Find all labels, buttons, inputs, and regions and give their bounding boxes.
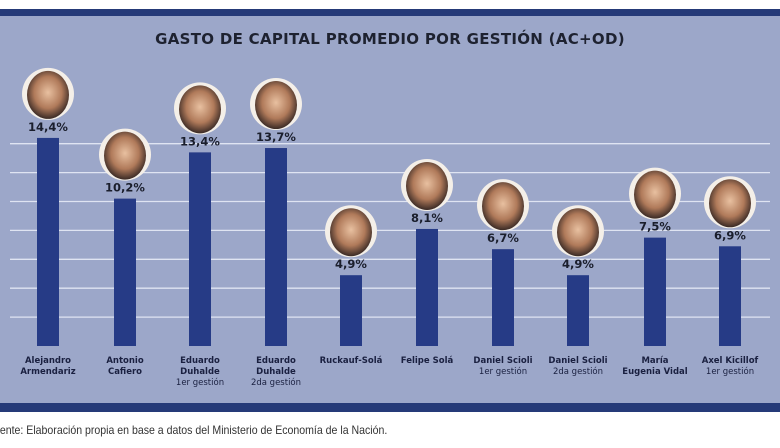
portrait-photo <box>104 131 146 180</box>
portrait-photo <box>406 161 448 210</box>
category-sublabel: 2da gestión <box>553 366 603 377</box>
bar <box>37 137 59 346</box>
category-label: María <box>641 356 668 366</box>
category-label: Duhalde <box>180 367 220 377</box>
value-label: 10,2% <box>105 181 145 195</box>
portrait-photo <box>557 208 599 257</box>
category-sublabel: 1er gestión <box>479 366 527 377</box>
category-label: Eugenia Vidal <box>622 367 688 377</box>
bar <box>567 275 589 346</box>
top-band <box>0 9 780 16</box>
category-label: Daniel Scioli <box>548 356 607 366</box>
portrait-photo <box>634 170 676 219</box>
portrait-photo <box>179 85 221 134</box>
value-label: 6,7% <box>487 231 519 245</box>
category-label: Eduardo <box>256 356 296 366</box>
category-sublabel: 2da gestión <box>251 377 301 388</box>
category-label: Daniel Scioli <box>473 356 532 366</box>
value-label: 4,9% <box>335 257 367 271</box>
portrait-photo <box>27 70 69 119</box>
bar <box>265 148 287 346</box>
bar <box>114 198 136 346</box>
chart-title: GASTO DE CAPITAL PROMEDIO POR GESTIÓN (A… <box>155 30 625 48</box>
category-label: Axel Kicillof <box>702 356 759 366</box>
bar <box>189 152 211 346</box>
value-label: 4,9% <box>562 257 594 271</box>
category-sublabel: 1er gestión <box>176 377 224 388</box>
bar <box>719 246 741 346</box>
category-label: Ruckauf-Solá <box>320 356 383 366</box>
category-label: Armendariz <box>20 367 75 377</box>
bar <box>416 228 438 346</box>
source-note: uente: Elaboración propia en base a dato… <box>0 423 388 437</box>
bottom-band <box>0 403 780 412</box>
value-label: 13,7% <box>256 130 296 144</box>
category-sublabel: 1er gestión <box>706 366 754 377</box>
category-label: Duhalde <box>256 367 296 377</box>
category-label: Alejandro <box>25 356 71 366</box>
category-label: Eduardo <box>180 356 220 366</box>
value-label: 14,4% <box>28 120 68 134</box>
value-label: 13,4% <box>180 134 220 148</box>
value-label: 6,9% <box>714 228 746 242</box>
category-label: Antonio <box>106 356 143 366</box>
portrait-photo <box>255 81 297 130</box>
value-label: 8,1% <box>411 211 443 225</box>
value-label: 7,5% <box>639 220 671 234</box>
portrait-photo <box>330 208 372 257</box>
portrait-photo <box>709 179 751 228</box>
category-label: Felipe Solá <box>401 356 454 366</box>
portrait-photo <box>482 182 524 231</box>
category-label: Cafiero <box>108 367 142 377</box>
bar <box>492 249 514 346</box>
bar <box>644 237 666 346</box>
bar <box>340 275 362 346</box>
